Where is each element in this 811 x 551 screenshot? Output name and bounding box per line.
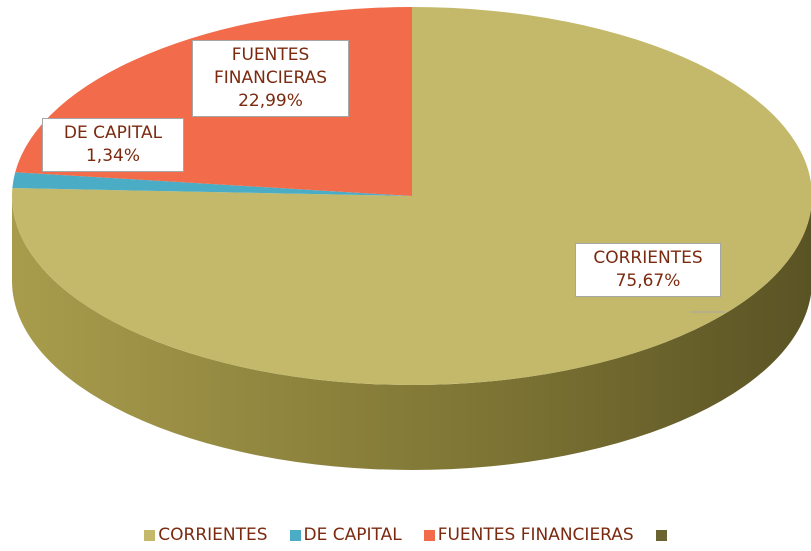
label-value: 75,67%	[615, 271, 681, 291]
legend-swatch	[289, 529, 301, 541]
legend: CORRIENTES DE CAPITAL FUENTES FINANCIERAS	[0, 525, 811, 545]
legend-item: DE CAPITAL	[289, 525, 402, 545]
legend-label: DE CAPITAL	[303, 525, 402, 545]
legend-item: FUENTES FINANCIERAS	[423, 525, 634, 545]
legend-item: CORRIENTES	[144, 525, 268, 545]
data-label: FUENTES FINANCIERAS 22,99%	[192, 40, 349, 117]
legend-label: CORRIENTES	[158, 525, 268, 545]
legend-swatch	[144, 529, 156, 541]
legend-swatch	[655, 529, 667, 541]
legend-item	[655, 525, 667, 545]
label-value: 22,99%	[238, 91, 303, 111]
label-name: CORRIENTES	[593, 248, 703, 268]
data-label: DE CAPITAL 1,34%	[42, 118, 184, 172]
label-name: DE CAPITAL	[63, 123, 163, 143]
label-name: FUENTES FINANCIERAS	[213, 45, 328, 88]
legend-swatch	[423, 529, 435, 541]
slice-side	[12, 196, 811, 470]
data-label: CORRIENTES 75,67%	[575, 243, 721, 297]
slice	[12, 172, 413, 196]
label-value: 1,34%	[85, 146, 140, 166]
legend-label: FUENTES FINANCIERAS	[437, 525, 634, 545]
